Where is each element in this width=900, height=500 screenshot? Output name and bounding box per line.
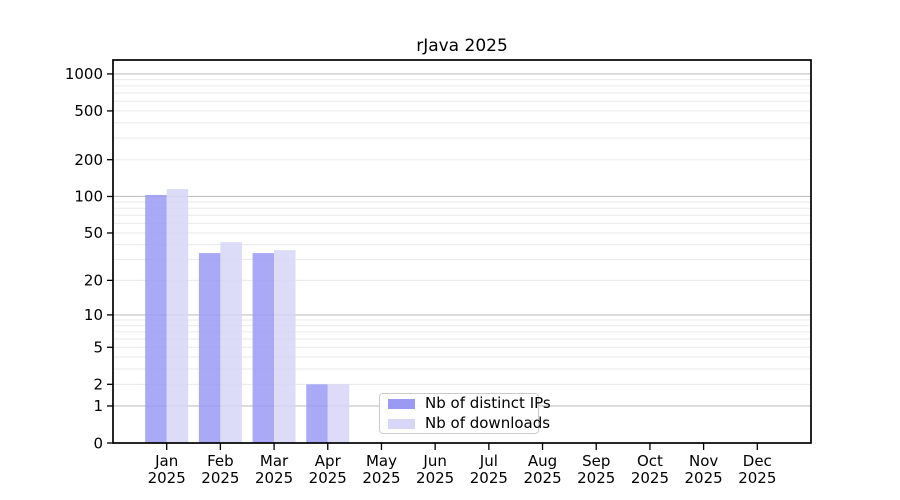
x-tick-label-year: 2025 bbox=[685, 469, 723, 487]
bar-distinct-ips-apr bbox=[306, 384, 328, 443]
bar-distinct-ips-mar bbox=[252, 253, 275, 443]
y-tick-label: 1 bbox=[93, 397, 103, 415]
x-tick-label-year: 2025 bbox=[470, 469, 508, 487]
y-tick-label: 500 bbox=[74, 102, 103, 120]
x-tick-label-year: 2025 bbox=[148, 469, 186, 487]
x-tick-label-month: Jun bbox=[422, 452, 446, 470]
x-tick-label-month: Apr bbox=[315, 452, 342, 470]
x-tick-label-month: Aug bbox=[528, 452, 557, 470]
legend-item-downloads: Nb of downloads bbox=[380, 415, 550, 432]
x-tick-label-month: Sep bbox=[582, 452, 610, 470]
x-tick-label-month: Nov bbox=[689, 452, 718, 470]
y-tick-label: 2 bbox=[93, 376, 103, 394]
y-tick-label: 200 bbox=[74, 151, 103, 169]
x-tick-label-month: Mar bbox=[260, 452, 289, 470]
x-tick-label-year: 2025 bbox=[416, 469, 454, 487]
x-tick-label-month: Jan bbox=[154, 452, 178, 470]
x-tick-label-month: Oct bbox=[637, 452, 663, 470]
x-tick-label-year: 2025 bbox=[738, 469, 776, 487]
bar-downloads-apr bbox=[327, 384, 350, 443]
x-tick-label-month: May bbox=[366, 452, 397, 470]
legend-item-distinct-ips: Nb of distinct IPs bbox=[380, 395, 551, 412]
x-tick-label-year: 2025 bbox=[255, 469, 293, 487]
legend-label-downloads: Nb of downloads bbox=[425, 414, 551, 432]
x-tick-label-year: 2025 bbox=[309, 469, 347, 487]
bar-distinct-ips-feb bbox=[198, 253, 221, 443]
y-tick-label: 50 bbox=[84, 224, 103, 242]
x-tick-label-month: Feb bbox=[207, 452, 234, 470]
y-tick-label: 10 bbox=[84, 306, 103, 324]
y-tick-label: 100 bbox=[74, 188, 103, 206]
x-tick-label-month: Jul bbox=[479, 452, 498, 470]
x-tick-label-year: 2025 bbox=[523, 469, 561, 487]
chart-title: rJava 2025 bbox=[416, 36, 508, 56]
x-tick-label-month: Dec bbox=[743, 452, 772, 470]
bar-downloads-jan bbox=[166, 189, 189, 443]
y-tick-label: 1000 bbox=[65, 65, 103, 83]
x-tick-label-year: 2025 bbox=[362, 469, 400, 487]
bar-downloads-feb bbox=[220, 242, 242, 443]
y-tick-label: 20 bbox=[84, 272, 103, 290]
x-tick-label-year: 2025 bbox=[631, 469, 669, 487]
legend-swatch-downloads-icon bbox=[388, 418, 415, 429]
legend-label-distinct-ips: Nb of distinct IPs bbox=[425, 394, 551, 412]
bar-downloads-mar bbox=[274, 250, 296, 443]
x-tick-label-year: 2025 bbox=[577, 469, 615, 487]
legend-swatch-distinct-ips-icon bbox=[388, 398, 415, 409]
y-tick-label: 0 bbox=[93, 434, 103, 452]
legend: Nb of distinct IPs Nb of downloads bbox=[379, 393, 551, 434]
plot-border bbox=[112, 59, 812, 444]
bar-distinct-ips-jan bbox=[145, 194, 167, 443]
x-tick-label-year: 2025 bbox=[201, 469, 239, 487]
y-tick-label: 5 bbox=[93, 339, 103, 357]
